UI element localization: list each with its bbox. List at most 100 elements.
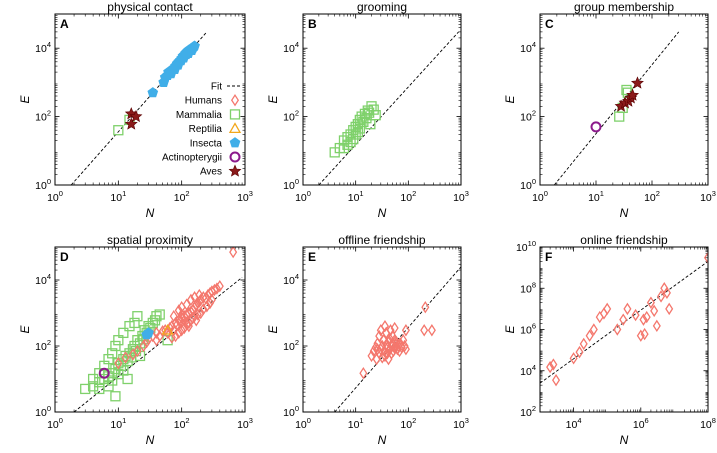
y-axis-label: E xyxy=(266,325,280,334)
x-tick-label: 106 xyxy=(633,416,649,431)
point-mammalia xyxy=(107,375,118,386)
x-tick-label: 103 xyxy=(700,189,716,204)
y-tick-label: 108 xyxy=(520,280,536,295)
x-tick-label: 102 xyxy=(174,189,190,204)
panel-c: 100 101 102 103 100 102 104 group membership C N E xyxy=(503,0,716,220)
y-tick-label: 104 xyxy=(520,363,536,378)
y-tick-label: 104 xyxy=(35,272,51,287)
x-tick-label: 103 xyxy=(237,189,253,204)
y-tick-label: 100 xyxy=(283,177,299,192)
legend-label-insecta: Insecta xyxy=(190,138,223,149)
point-humans xyxy=(399,333,408,347)
point-insecta xyxy=(147,87,159,98)
y-tick-label: 100 xyxy=(35,404,51,419)
point-humans xyxy=(395,344,404,358)
x-tick-label: 101 xyxy=(110,416,126,431)
legend-marker-reptilia xyxy=(228,122,242,133)
point-humans xyxy=(215,279,224,293)
point-humans xyxy=(549,358,558,371)
axes-frame xyxy=(539,246,709,413)
x-tick-label: 103 xyxy=(453,416,469,431)
point-humans xyxy=(169,310,178,323)
point-aves xyxy=(631,76,644,89)
point-humans xyxy=(180,314,189,327)
point-humans xyxy=(380,349,389,363)
point-mammalia xyxy=(107,348,118,359)
x-tick-label: 102 xyxy=(400,189,416,204)
fit-line xyxy=(73,277,243,412)
point-humans xyxy=(114,357,123,370)
data-points xyxy=(590,76,644,133)
point-aves xyxy=(124,117,138,130)
y-tick-label: 104 xyxy=(520,40,536,55)
point-humans xyxy=(420,324,429,337)
point-humans xyxy=(662,286,671,300)
point-reptilia xyxy=(161,323,174,335)
x-tick-label: 100 xyxy=(47,189,63,204)
point-humans xyxy=(193,308,202,321)
point-mammalia xyxy=(103,381,114,392)
x-tick-label: 100 xyxy=(47,416,63,431)
panel-letter: C xyxy=(545,17,554,31)
y-tick-label: 100 xyxy=(35,177,51,192)
x-tick-label: 102 xyxy=(644,189,660,204)
x-tick-label: 100 xyxy=(295,189,311,204)
point-humans xyxy=(603,302,612,316)
point-humans xyxy=(186,293,195,307)
y-axis-label: E xyxy=(266,95,280,104)
point-mammalia xyxy=(352,127,363,138)
legend-marker-humans xyxy=(230,94,240,107)
point-humans xyxy=(390,321,399,335)
x-axis-label: N xyxy=(146,433,155,447)
x-axis-label: N xyxy=(378,206,387,220)
point-mammalia xyxy=(110,340,121,352)
point-aves xyxy=(129,109,143,123)
x-tick-label: 102 xyxy=(400,416,416,431)
point-humans xyxy=(639,313,648,326)
point-actinopterygii xyxy=(590,121,602,133)
point-humans xyxy=(640,327,649,341)
legend-label-humans: Humans xyxy=(185,96,222,107)
y-tick-label: 104 xyxy=(35,40,51,55)
y-axis-label: E xyxy=(503,95,517,104)
point-humans xyxy=(657,290,666,303)
x-axis-label: N xyxy=(378,433,387,447)
point-humans xyxy=(652,319,661,333)
point-mammalia xyxy=(338,142,350,154)
point-humans xyxy=(152,333,161,347)
x-tick-label: 100 xyxy=(295,416,311,431)
y-tick-label: 1010 xyxy=(516,239,536,254)
point-humans xyxy=(589,323,598,336)
point-mammalia xyxy=(151,311,162,322)
legend-label-reptilia: Reptilia xyxy=(189,124,223,135)
point-insecta xyxy=(169,63,181,74)
panel-title: online friendship xyxy=(580,233,668,247)
point-mammalia xyxy=(365,119,376,130)
y-axis-label: E xyxy=(503,325,517,334)
x-axis-label: N xyxy=(146,206,155,220)
point-mammalia xyxy=(80,383,91,395)
legend-label-aves: Aves xyxy=(200,167,222,178)
point-humans xyxy=(619,313,628,326)
y-tick-label: 102 xyxy=(35,338,51,353)
panel-letter: D xyxy=(60,250,69,264)
point-humans xyxy=(195,288,204,302)
fit-line xyxy=(553,31,680,185)
point-mammalia xyxy=(94,368,105,379)
x-tick-label: 104 xyxy=(566,416,582,431)
x-axis-label: N xyxy=(620,206,629,220)
point-humans xyxy=(177,324,186,337)
point-mammalia xyxy=(87,373,99,385)
x-tick-label: 103 xyxy=(453,189,469,204)
point-actinopterygii xyxy=(98,367,110,379)
point-humans xyxy=(642,310,651,324)
fit-line xyxy=(540,261,708,384)
x-tick-label: 102 xyxy=(174,416,190,431)
point-humans xyxy=(205,296,215,310)
point-humans xyxy=(569,352,578,365)
y-tick-label: 106 xyxy=(520,322,536,337)
panel-d: 100 101 102 103 100 102 104 spatial proximity D N… xyxy=(18,233,253,447)
point-humans xyxy=(703,251,708,264)
point-mammalia xyxy=(342,139,353,150)
